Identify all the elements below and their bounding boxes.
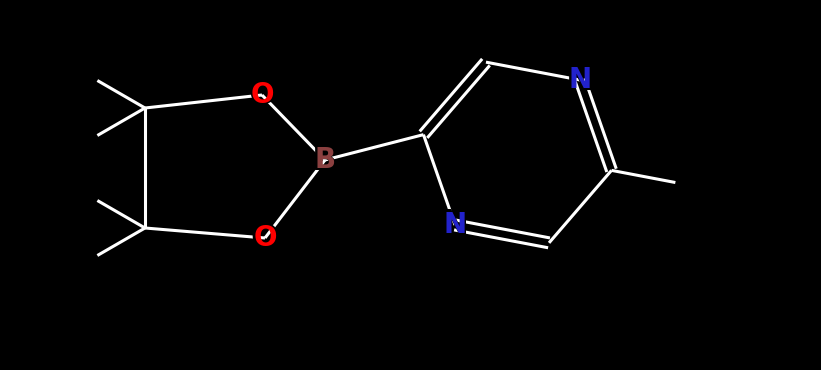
Text: O: O xyxy=(253,224,277,252)
Text: N: N xyxy=(441,208,469,242)
Text: O: O xyxy=(251,222,279,255)
Text: B: B xyxy=(314,146,336,174)
Text: B: B xyxy=(312,144,337,176)
Text: O: O xyxy=(250,81,273,109)
Text: O: O xyxy=(248,78,276,111)
Text: N: N xyxy=(443,211,466,239)
Text: N: N xyxy=(566,64,594,97)
Text: N: N xyxy=(568,66,592,94)
